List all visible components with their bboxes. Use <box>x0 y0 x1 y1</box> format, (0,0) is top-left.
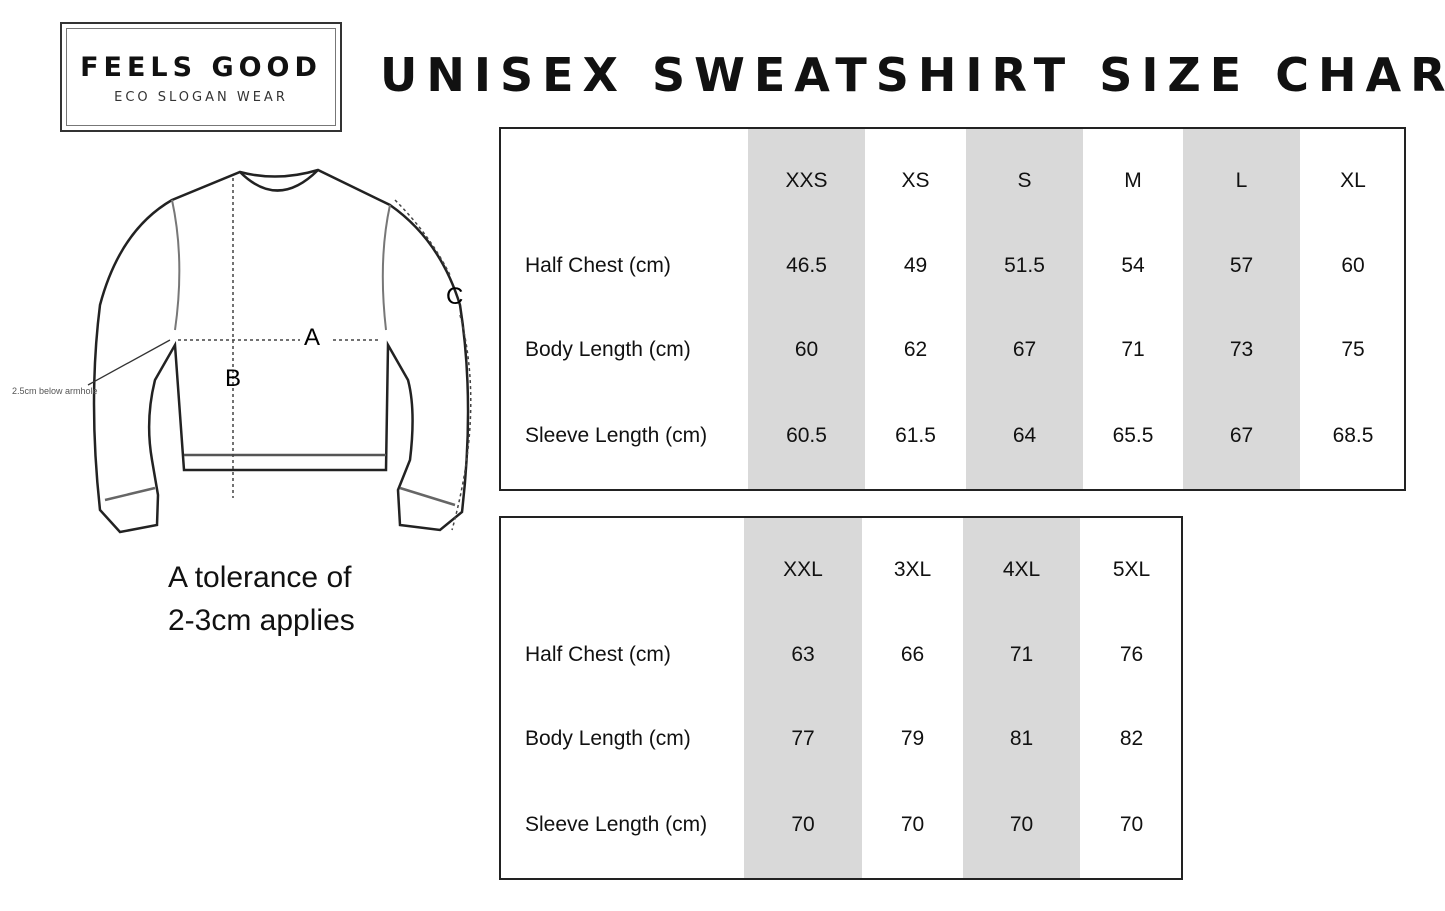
size-header: 3XL <box>893 558 932 581</box>
table-cell: 82 <box>1119 727 1144 750</box>
shaded-column <box>748 129 865 489</box>
size-header: 4XL <box>1002 558 1041 581</box>
table-cell: 67 <box>1012 338 1037 361</box>
label-c: C <box>446 283 463 310</box>
row-label: Body Length (cm) <box>525 338 691 361</box>
tolerance-line-1: A tolerance of <box>168 561 352 594</box>
size-table-1: XXS 46.5 60 60.5 XS 49 62 61.5 S 51.5 67 64 M 54 71 65.… <box>499 127 1406 491</box>
row-label: Half Chest (cm) <box>525 254 671 277</box>
table-cell: 54 <box>1121 254 1145 277</box>
row-label: Sleeve Length (cm) <box>525 813 708 836</box>
table-cell: 70 <box>791 813 815 836</box>
label-a: A <box>304 324 320 351</box>
table-cell: 57 <box>1229 254 1254 277</box>
size-header: XXS <box>785 169 828 192</box>
table-cell: 62 <box>903 338 928 361</box>
row-label: Half Chest (cm) <box>525 643 671 666</box>
table-cell: 77 <box>791 727 815 750</box>
table-cell: 79 <box>900 727 925 750</box>
label-b: B <box>225 365 241 392</box>
logo-brand: FEELS GOOD <box>80 52 322 83</box>
table-cell: 81 <box>1009 727 1034 750</box>
size-header: XL <box>1340 169 1366 192</box>
table-cell: 63 <box>791 643 815 666</box>
size-header: 5XL <box>1112 558 1151 581</box>
table-cell: 70 <box>1009 813 1034 836</box>
size-header: M <box>1124 169 1142 192</box>
table-cell: 64 <box>1012 424 1037 447</box>
row-label: Sleeve Length (cm) <box>525 424 708 447</box>
table-cell: 46.5 <box>786 254 827 277</box>
tolerance-line-2: 2-3cm applies <box>168 604 355 637</box>
armhole-note: 2.5cm below armhole <box>12 386 98 396</box>
table-cell: 75 <box>1341 338 1365 361</box>
table-cell: 70 <box>900 813 925 836</box>
shaded-column <box>966 129 1083 489</box>
table-cell: 67 <box>1229 424 1254 447</box>
row-label: Body Length (cm) <box>525 727 691 750</box>
table-cell: 49 <box>903 254 928 277</box>
size-header: L <box>1235 169 1248 192</box>
table-cell: 61.5 <box>895 424 936 447</box>
table-cell: 65.5 <box>1112 424 1154 447</box>
size-table-2: XXL 63 77 70 3XL 66 79 70 4XL 71 81 70 5XL 76 82 70 Half… <box>499 516 1183 880</box>
brand-logo: FEELS GOOD ECO SLOGAN WEAR <box>60 22 342 132</box>
shaded-column <box>1183 129 1300 489</box>
size-header: XXL <box>783 558 823 581</box>
table-cell: 66 <box>900 643 925 666</box>
table-cell: 71 <box>1009 643 1034 666</box>
shaded-column <box>744 518 862 878</box>
table-cell: 60.5 <box>786 424 827 447</box>
table-cell: 71 <box>1121 338 1145 361</box>
table-cell: 68.5 <box>1332 424 1374 447</box>
table-cell: 51.5 <box>1004 254 1045 277</box>
table-cell: 60 <box>794 338 819 361</box>
table-cell: 76 <box>1119 643 1144 666</box>
size-header: XS <box>901 169 930 192</box>
table-cell: 70 <box>1119 813 1144 836</box>
table-cell: 73 <box>1229 338 1254 361</box>
sweatshirt-diagram: A B C 2.5cm below armhole <box>12 168 472 534</box>
shaded-column <box>963 518 1080 878</box>
tolerance-note: A tolerance of 2-3cm applies <box>168 556 355 642</box>
size-header: S <box>1017 169 1032 192</box>
logo-tagline: ECO SLOGAN WEAR <box>114 90 288 105</box>
page-title: UNISEX SWEATSHIRT SIZE CHART <box>380 48 1445 102</box>
table-cell: 60 <box>1341 254 1365 277</box>
